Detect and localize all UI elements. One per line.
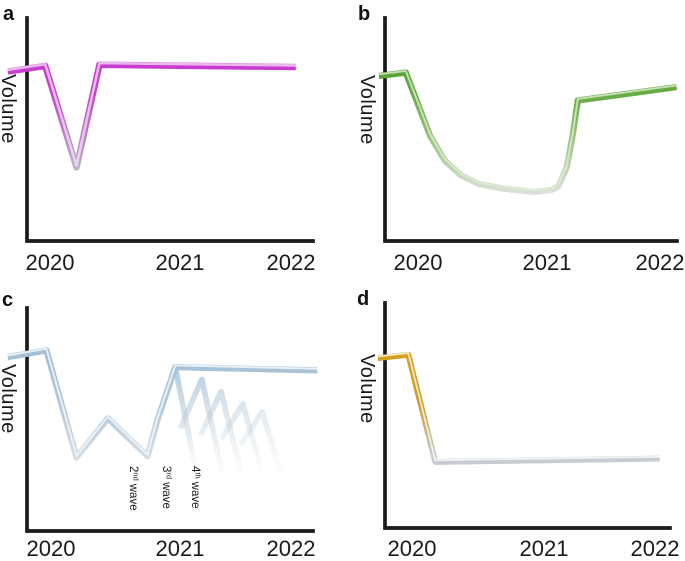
line-highlight <box>376 352 661 462</box>
panel-label-a: a <box>3 3 15 25</box>
ghost-wave-branch <box>177 376 226 474</box>
x-tick-b-2020: 2020 <box>394 250 443 275</box>
x-tick-c-2021: 2021 <box>156 536 205 561</box>
line-highlight <box>6 347 319 457</box>
panel-d: d Volume 2020 2021 2022 <box>356 288 680 561</box>
ghost-wave-branch <box>238 408 286 481</box>
panel-label-d: d <box>357 288 369 310</box>
axes-a <box>25 16 315 243</box>
x-tick-a-2020: 2020 <box>26 250 75 275</box>
axes-c <box>25 306 315 533</box>
annotation-4th-wave: 4thwave <box>189 466 203 509</box>
x-tick-a-2021: 2021 <box>156 250 205 275</box>
annotation-2nd-wave: 2ndwave <box>127 466 141 511</box>
ghost-wave-branch <box>218 401 266 479</box>
x-tick-c-2022: 2022 <box>267 536 316 561</box>
volume-line <box>378 69 678 195</box>
line-series-d <box>376 351 661 465</box>
panel-c: c Volume 2ndwave 3rdwave 4thwave 2020 20… <box>0 289 319 561</box>
x-tick-d-2022: 2022 <box>631 536 680 561</box>
y-axis-label-d: Volume <box>356 354 378 424</box>
x-tick-a-2022: 2022 <box>267 250 316 275</box>
x-tick-b-2021: 2021 <box>523 250 572 275</box>
annotation-3rd-wave: 3rdwave <box>160 466 174 509</box>
ghost-wave-branch <box>198 388 245 476</box>
x-tick-d-2021: 2021 <box>520 536 569 561</box>
line-series-b <box>378 69 678 195</box>
volume-line <box>377 351 660 465</box>
line-highlight <box>6 61 298 167</box>
axes-d <box>383 301 672 530</box>
panel-b: b Volume 2020 2021 2022 <box>356 3 685 275</box>
panel-a: a Volume 2020 2021 2022 <box>0 3 316 275</box>
y-axis-label-b: Volume <box>356 75 378 145</box>
line-highlight <box>378 69 678 192</box>
y-axis-label-c: Volume <box>0 364 19 434</box>
x-tick-d-2020: 2020 <box>388 536 437 561</box>
y-axis-label-a: Volume <box>0 74 19 144</box>
x-tick-b-2022: 2022 <box>636 250 685 275</box>
axes-b <box>383 16 679 243</box>
panel-label-c: c <box>2 289 13 311</box>
x-tick-c-2020: 2020 <box>27 536 76 561</box>
panel-label-b: b <box>358 3 370 25</box>
line-series-c <box>6 347 319 481</box>
volume-line <box>7 61 296 171</box>
line-series-a <box>6 61 298 171</box>
